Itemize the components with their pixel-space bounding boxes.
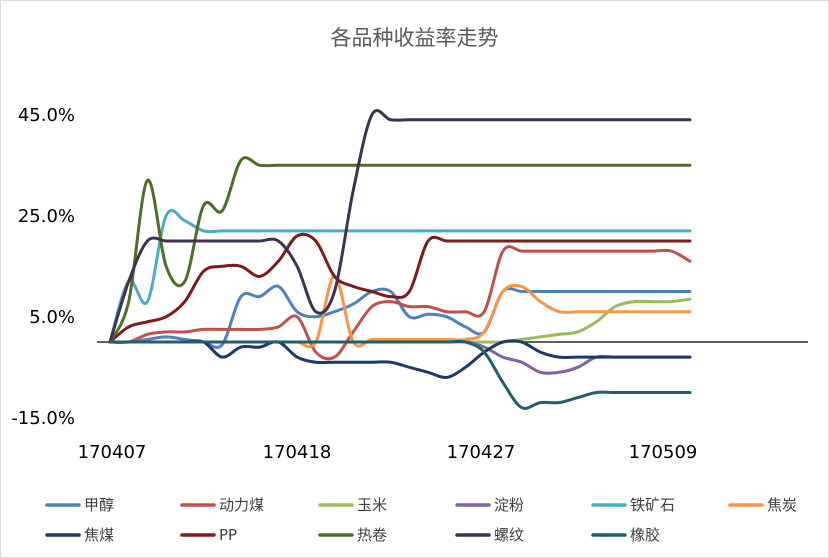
legend-label: 螺纹 xyxy=(494,526,524,544)
series-line-10 xyxy=(108,339,692,410)
x-tick-label: 170427 xyxy=(447,442,516,463)
legend-label: 焦煤 xyxy=(84,526,114,544)
series-lines xyxy=(108,108,692,410)
legend-label: PP xyxy=(219,526,237,544)
legend-label: 玉米 xyxy=(357,496,387,514)
y-tick-label: 5.0% xyxy=(29,307,75,328)
chart-title: 各品种收益率走势 xyxy=(330,26,499,50)
x-tick-label: 170418 xyxy=(263,442,332,463)
y-axis-labels: 45.0% 25.0% 5.0% -15.0% xyxy=(11,105,75,429)
series-line-1 xyxy=(108,245,692,361)
y-tick-label: -15.0% xyxy=(11,408,75,429)
x-tick-label: 170509 xyxy=(629,442,698,463)
legend-label: 焦炭 xyxy=(767,496,797,514)
series-line-4 xyxy=(108,209,692,344)
legend-label: 淀粉 xyxy=(494,496,524,514)
y-tick-label: 25.0% xyxy=(18,206,75,227)
legend-label: 热卷 xyxy=(357,526,387,544)
legend-label: 动力煤 xyxy=(219,496,264,514)
series-line-9 xyxy=(108,108,692,344)
series-line-5 xyxy=(108,274,692,349)
series-line-8 xyxy=(108,156,692,344)
series-line-7 xyxy=(108,232,692,344)
legend-label: 橡胶 xyxy=(630,526,660,544)
x-tick-label: 170407 xyxy=(78,442,147,463)
series-line-6 xyxy=(108,339,692,379)
y-tick-label: 45.0% xyxy=(18,105,75,126)
legend-label: 铁矿石 xyxy=(630,496,675,514)
x-axis-labels: 170407 170418 170427 170509 xyxy=(78,442,698,463)
legend-label: 甲醇 xyxy=(84,496,114,514)
